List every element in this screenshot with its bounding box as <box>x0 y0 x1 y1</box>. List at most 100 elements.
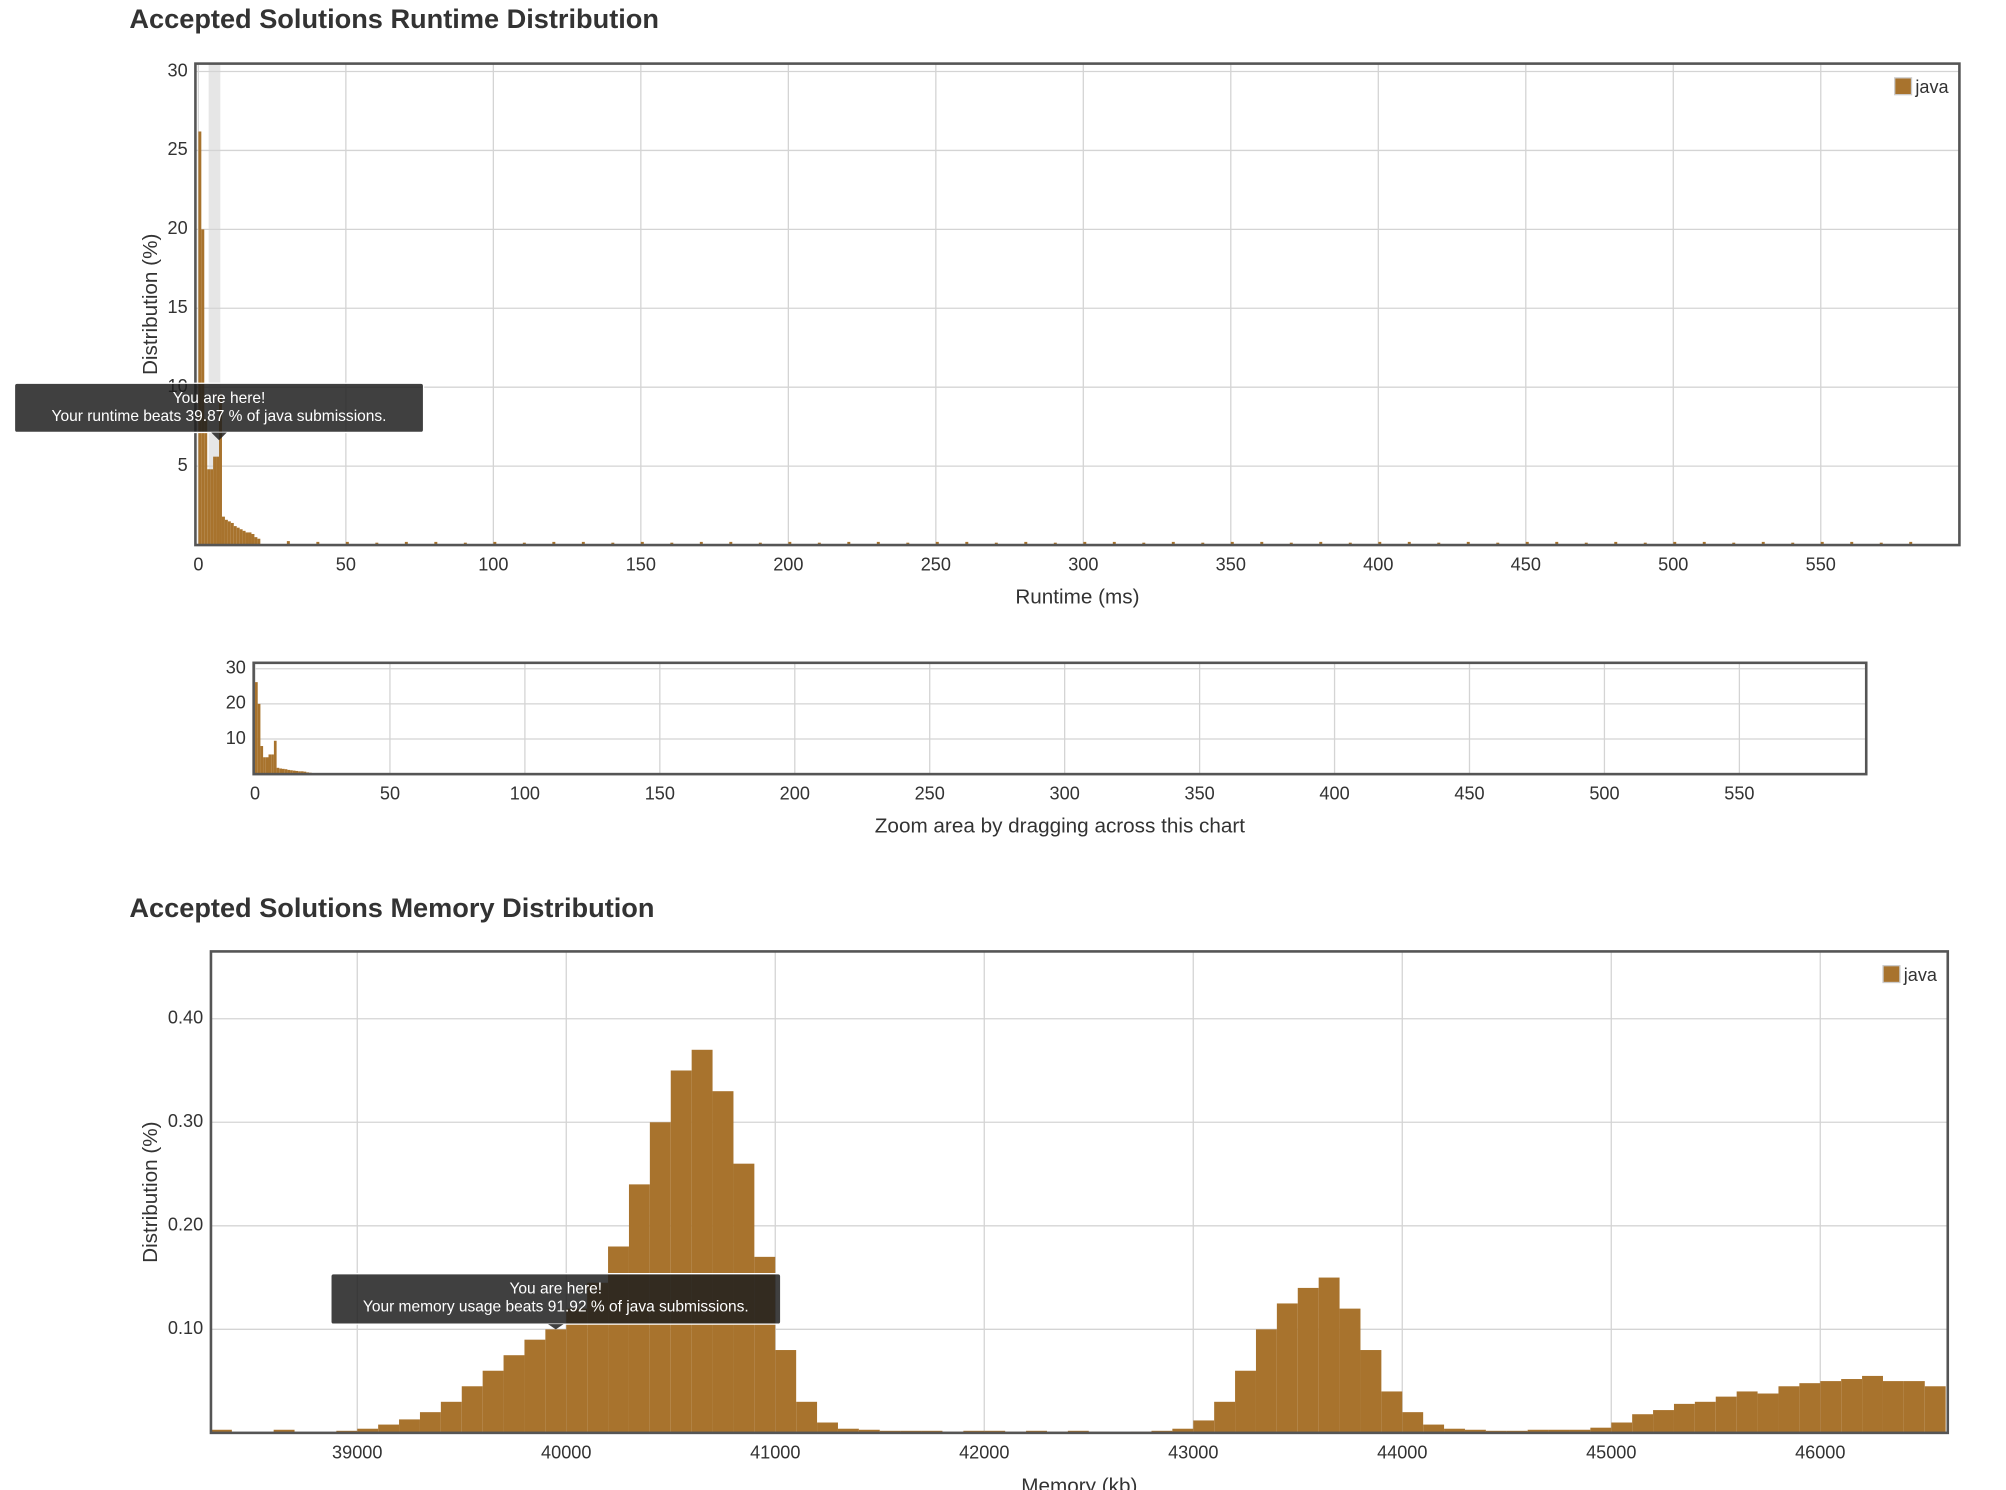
y-tick-label: 0.40 <box>168 1008 203 1028</box>
bar <box>440 1401 462 1433</box>
x-tick-label: 450 <box>1454 784 1484 804</box>
bar <box>286 541 290 546</box>
bar <box>290 770 293 775</box>
y-axis-title: Distribution (%) <box>139 1121 162 1262</box>
x-tick-label: 450 <box>1511 555 1541 575</box>
bar <box>524 1339 546 1433</box>
bar <box>257 538 261 546</box>
bar <box>434 541 438 546</box>
x-tick-label: 100 <box>478 555 508 575</box>
x-tick-label: 40000 <box>541 1442 591 1462</box>
x-axis-title: Runtime (ms) <box>1015 586 1139 609</box>
bar <box>357 1428 379 1433</box>
bar <box>1632 1414 1654 1433</box>
bar <box>255 682 258 775</box>
bar <box>233 526 237 546</box>
bar <box>837 1428 859 1433</box>
bar <box>1820 1381 1842 1433</box>
legend-label: java <box>1903 965 1938 985</box>
bar <box>1673 1403 1695 1433</box>
bar <box>1614 541 1618 546</box>
x-tick-label: 300 <box>1050 784 1080 804</box>
bar <box>210 469 214 546</box>
bar <box>198 131 202 546</box>
bar <box>292 770 296 775</box>
bar <box>1757 1393 1779 1433</box>
x-tick-label: 200 <box>773 555 803 575</box>
tooltip-text: Your memory usage beats 91.92 % of java … <box>363 1298 749 1315</box>
bar <box>788 541 792 546</box>
x-tick-label: 250 <box>921 555 951 575</box>
bar <box>378 1424 400 1433</box>
bar <box>273 740 277 775</box>
bar <box>1297 1287 1319 1433</box>
bar <box>1778 1386 1800 1433</box>
bar <box>545 1329 567 1433</box>
bar <box>287 769 291 775</box>
y-tick-label: 10 <box>226 728 246 748</box>
bar <box>1172 1428 1194 1433</box>
bar <box>281 768 285 775</box>
bar <box>300 771 304 775</box>
bar <box>461 1386 483 1433</box>
bar <box>1653 1410 1674 1433</box>
bar <box>1555 541 1559 546</box>
bar <box>1024 541 1028 546</box>
bar <box>566 1308 588 1433</box>
bar <box>1083 541 1087 546</box>
bar <box>216 456 220 546</box>
tooltip-pointer <box>211 432 227 441</box>
x-tick-label: 300 <box>1068 555 1098 575</box>
bar <box>1466 541 1470 546</box>
bar <box>213 456 217 546</box>
plot-border <box>194 62 1961 547</box>
plot-area <box>210 951 1948 1433</box>
bar <box>847 541 851 546</box>
x-tick-label: 200 <box>780 784 810 804</box>
bar <box>1339 1308 1361 1433</box>
bar <box>1260 541 1264 546</box>
bar <box>1761 541 1765 546</box>
x-tick-label: 0 <box>193 555 203 575</box>
tooltip-pointer <box>548 1324 564 1330</box>
bar <box>1193 1420 1215 1433</box>
bar <box>298 771 301 775</box>
bar <box>257 703 261 775</box>
bar <box>1255 1329 1277 1433</box>
bar <box>1924 1386 1946 1433</box>
tooltip: You are here!Your runtime beats 39.87 % … <box>13 382 425 441</box>
tooltip-title: You are here! <box>510 1280 603 1297</box>
bar <box>1214 1401 1236 1433</box>
plot-border <box>209 950 1950 1435</box>
bar <box>1715 1396 1737 1433</box>
navigator-area[interactable] <box>253 662 1867 775</box>
x-tick-label: 400 <box>1319 784 1349 804</box>
bar <box>1841 1379 1863 1433</box>
y-axis-title: Distribution (%) <box>139 234 162 375</box>
bar <box>210 1429 232 1433</box>
x-tick-label: 150 <box>645 784 675 804</box>
x-tick-label: 500 <box>1589 784 1619 804</box>
bar <box>404 541 408 546</box>
bar <box>1850 541 1854 546</box>
bar <box>640 541 644 546</box>
bar <box>1527 1429 1549 1433</box>
chart-title: Accepted Solutions Runtime Distribution <box>129 3 659 34</box>
bar <box>419 1412 441 1433</box>
bar <box>1702 541 1706 546</box>
bar <box>1909 541 1913 546</box>
bar <box>399 1419 420 1433</box>
legend-swatch <box>1882 965 1901 984</box>
bar <box>552 541 556 546</box>
bar <box>251 533 255 546</box>
tooltip: You are here!Your memory usage beats 91.… <box>330 1273 782 1330</box>
x-tick-label: 500 <box>1658 555 1688 575</box>
bar <box>482 1370 504 1433</box>
bar <box>279 768 282 775</box>
bar <box>581 541 585 546</box>
x-tick-label: 41000 <box>750 1442 800 1462</box>
bar <box>1444 1428 1465 1433</box>
bar <box>204 418 208 546</box>
bar <box>729 541 733 546</box>
y-tick-label: 20 <box>168 218 188 238</box>
